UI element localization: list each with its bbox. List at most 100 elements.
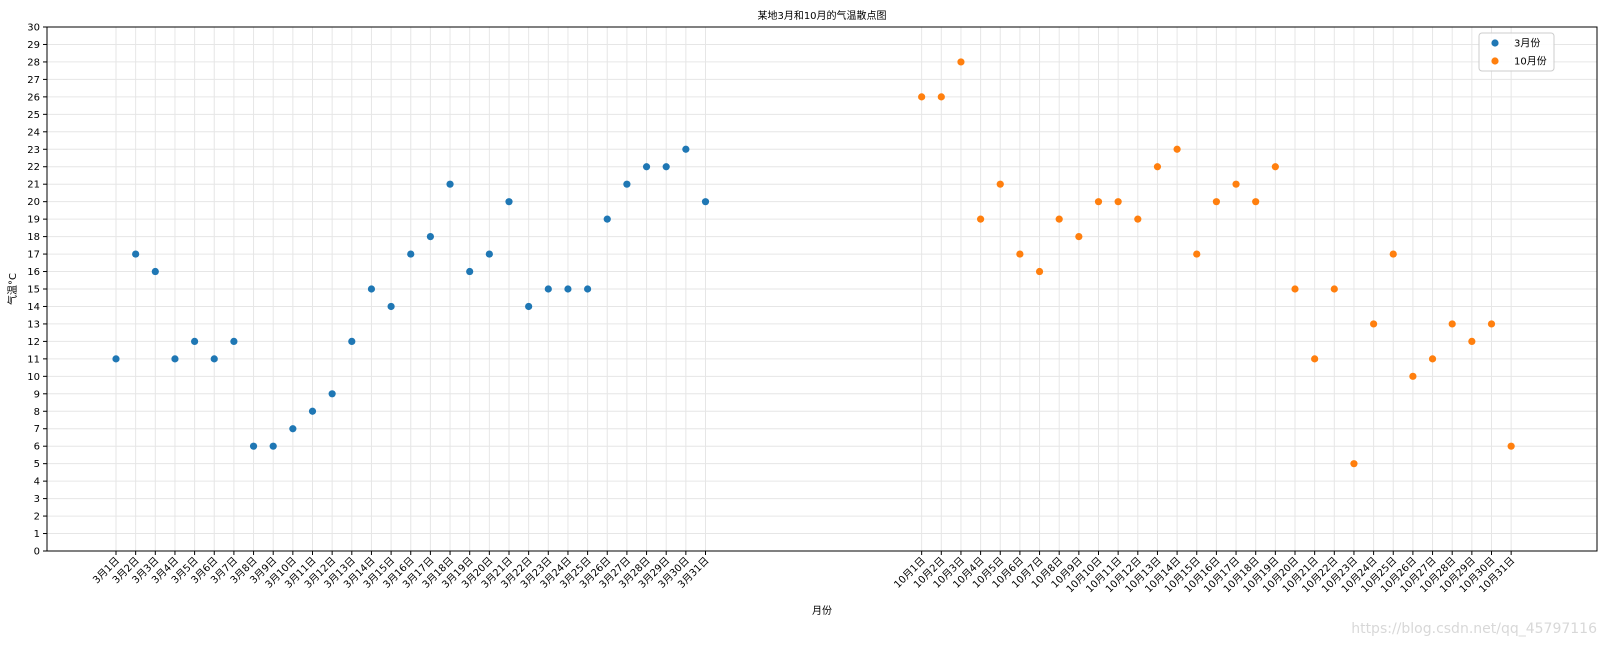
data-point [1252,198,1260,206]
legend-label: 3月份 [1514,38,1540,50]
data-point [1271,163,1279,171]
data-point [1055,215,1063,223]
y-tick-label: 4 [34,477,40,488]
data-point [1487,320,1496,328]
y-tick-label: 26 [27,92,40,103]
y-tick-label: 15 [27,285,40,296]
data-point [1291,285,1299,293]
legend-marker [1491,57,1499,65]
y-tick-label: 23 [27,145,40,156]
data-point [1468,337,1476,345]
data-point [977,215,985,223]
legend-label: 10月份 [1514,56,1547,68]
y-tick-label: 21 [27,180,40,191]
data-point [996,180,1004,188]
data-point [1428,355,1437,363]
data-point [348,337,356,345]
grid [47,26,1597,552]
data-point [1212,198,1220,206]
watermark-text: https://blog.csdn.net/qq_45797116 [1351,621,1597,637]
data-point [387,302,395,311]
data-point [1153,163,1162,171]
data-point [407,250,415,258]
data-point [701,198,710,206]
x-axis-label: 月份 [812,605,832,617]
chart-title: 某地3月和10月的气温散点图 [757,9,886,22]
data-point [1311,355,1319,363]
y-tick-label: 24 [27,127,40,138]
data-point [1389,250,1397,258]
y-tick-label: 8 [34,407,40,418]
data-point [1330,285,1338,293]
data-point [269,442,277,450]
data-point [918,93,926,101]
data-point [426,233,434,241]
data-point [1094,198,1103,206]
data-point [1409,372,1417,380]
data-point [151,267,159,276]
y-tick-label: 10 [27,372,40,383]
data-point [603,215,611,223]
data-point [957,58,965,66]
data-point [308,407,317,415]
data-point [584,285,592,293]
data-point [1016,250,1024,258]
data-point [249,442,258,450]
y-axis: 0123456789101112131415161718192021222324… [27,23,47,558]
data-point [132,250,140,258]
data-point [367,285,376,293]
data-point [112,355,120,363]
y-tick-label: 30 [27,23,40,34]
legend-marker [1491,39,1499,47]
y-tick-label: 22 [27,162,40,173]
data-point [446,180,454,188]
data-point [1232,180,1240,188]
data-point [289,425,297,433]
y-tick-label: 27 [27,75,40,86]
data-point [564,285,572,293]
legend: 3月份 10月份 [1478,32,1555,72]
data-point [1507,442,1515,450]
data-point [1134,215,1142,223]
data-point [485,250,493,258]
y-tick-label: 1 [34,529,40,540]
data-point [1193,250,1201,258]
data-point [525,302,533,311]
data-point [1114,198,1122,206]
y-tick-label: 12 [27,337,40,348]
data-point [1370,320,1378,328]
y-tick-label: 2 [34,512,40,523]
data-point [662,163,670,171]
data-point [505,198,513,206]
data-point [682,145,690,153]
y-tick-label: 11 [27,354,40,365]
data-point [642,163,651,171]
data-point [328,390,336,398]
y-tick-label: 9 [34,389,40,400]
y-tick-label: 5 [34,459,40,470]
data-point [210,355,218,363]
y-tick-label: 0 [34,547,40,558]
y-tick-label: 28 [27,57,40,68]
y-tick-label: 3 [34,494,40,505]
data-point [230,337,238,345]
y-tick-label: 14 [27,302,40,313]
y-tick-label: 18 [27,232,40,243]
y-tick-label: 6 [34,442,40,453]
data-point [171,355,179,363]
y-tick-label: 7 [34,424,40,435]
data-point [544,285,552,293]
data-point [1350,460,1358,468]
x-axis: 3月1日3月2日3月3日3月4日3月5日3月6日3月7日3月8日3月9日3月10… [90,551,1517,595]
y-tick-label: 19 [27,215,40,226]
data-point [1173,145,1181,153]
data-point [1035,267,1044,276]
data-point [937,93,945,101]
y-tick-label: 29 [27,40,40,51]
data-point [1448,320,1456,328]
data-point [191,337,199,345]
y-axis-label: 气温°C [6,273,19,305]
data-point [623,180,631,188]
data-point [466,267,474,276]
